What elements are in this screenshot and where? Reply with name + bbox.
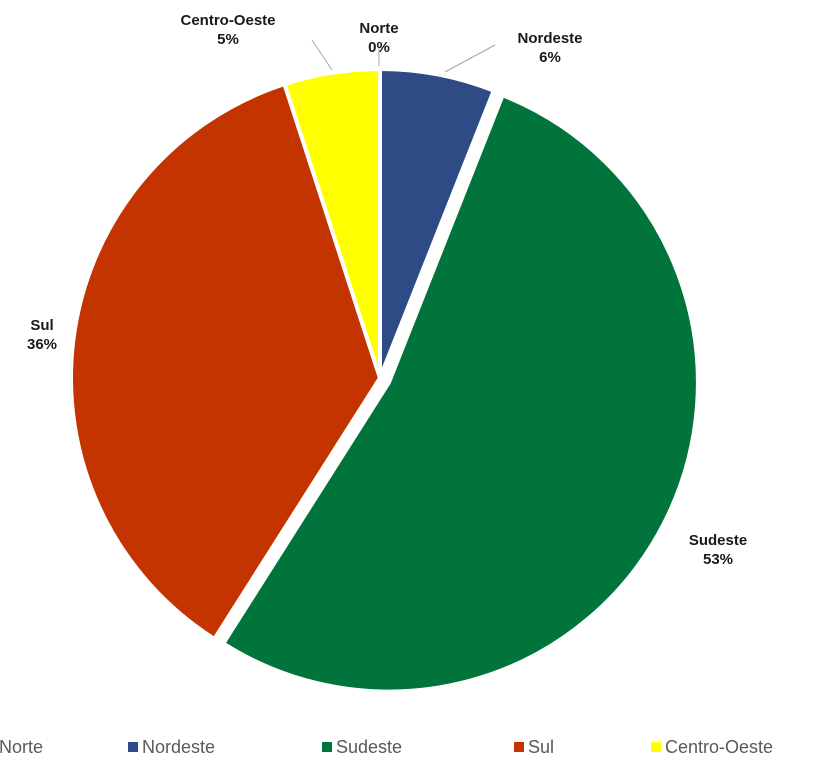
pie-slice-sul	[69, 81, 383, 642]
legend-item-sul: Sul	[514, 737, 554, 758]
slice-label-name: Sul	[30, 317, 53, 334]
legend-label-nordeste: Nordeste	[142, 737, 216, 757]
legend-label-norte: Norte	[0, 737, 44, 757]
slice-label-name: Sudeste	[689, 532, 747, 549]
slice-label-sudeste: Sudeste 53%	[689, 532, 747, 568]
slice-label-name: Nordeste	[517, 30, 582, 47]
pie-slice-centro-oeste	[281, 66, 382, 379]
slice-label-norte: Norte 0%	[359, 20, 398, 56]
slice-label-sul: Sul 36%	[27, 317, 57, 353]
slice-label-name: Centro-Oeste	[180, 12, 275, 29]
slice-labels: Norte 0% Nordeste 6% Sudeste 53% Sul 36% Centro-…	[27, 12, 747, 568]
slice-label-centro-oeste: Centro-Oeste 5%	[180, 12, 275, 48]
legend-label-centro-oeste: Centro-Oeste	[665, 737, 774, 757]
legend-item-centro-oeste: Centro-Oeste	[651, 737, 773, 758]
slice-label-percent: 36%	[27, 336, 57, 353]
legend-item-sudeste: Sudeste	[322, 737, 402, 758]
slice-label-percent: 0%	[368, 39, 390, 56]
chart-legend: Norte Nordeste Sudeste Sul Centro-Oeste	[0, 735, 813, 763]
leader-line-nordeste	[444, 44, 496, 73]
legend-swatch-sul	[514, 742, 524, 752]
pie-chart: Norte 0% Nordeste 6% Sudeste 53% Sul 36% Centro-…	[27, 12, 747, 694]
slice-label-percent: 6%	[539, 49, 561, 66]
slice-label-name: Norte	[359, 20, 398, 37]
legend-label-sudeste: Sudeste	[336, 737, 403, 757]
legend-swatch-centro-oeste	[651, 742, 661, 752]
slice-label-nordeste: Nordeste 6%	[517, 30, 582, 66]
pie-slice-sudeste	[220, 92, 700, 694]
leader-line-centro-oeste	[311, 39, 333, 71]
legend-item-nordeste: Nordeste	[128, 737, 215, 758]
legend-swatch-sudeste	[322, 742, 332, 752]
slice-label-percent: 53%	[703, 551, 733, 568]
legend-label-sul: Sul	[528, 737, 555, 757]
slice-label-percent: 5%	[217, 31, 239, 48]
legend-swatch-nordeste	[128, 742, 138, 752]
pie-slices	[69, 66, 700, 694]
leader-lines	[311, 39, 496, 73]
legend-item-norte: Norte	[0, 737, 43, 758]
